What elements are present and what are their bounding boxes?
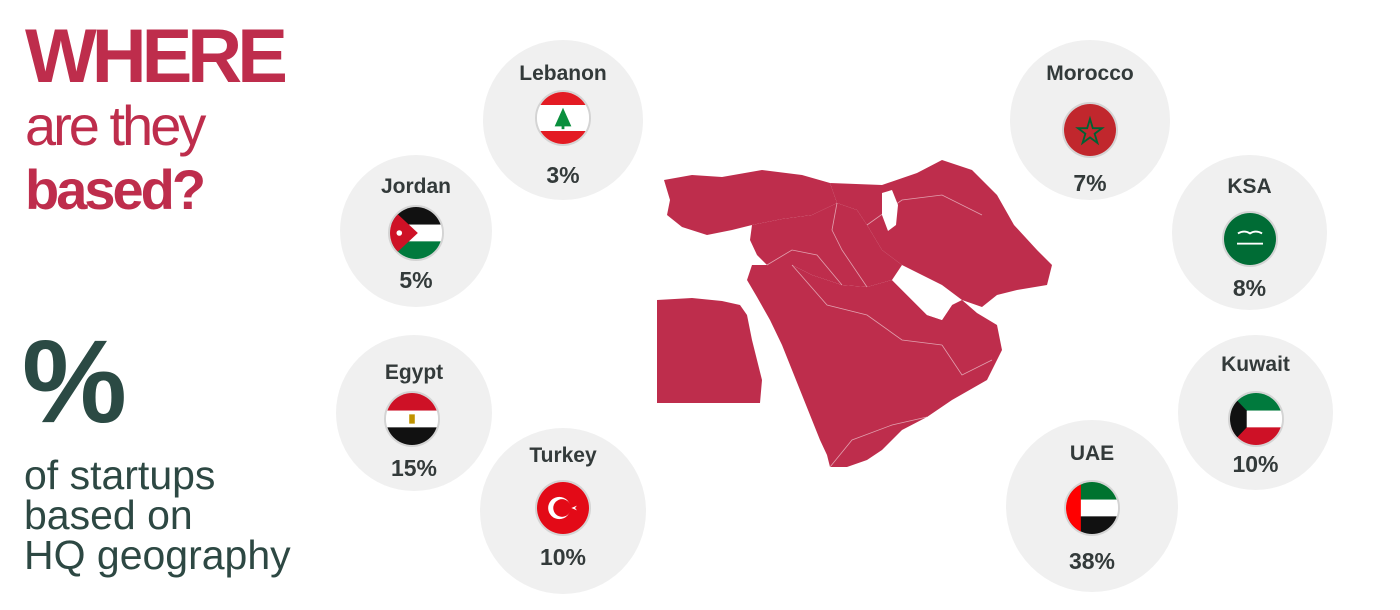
country-name-uae: UAE xyxy=(1069,442,1115,465)
title-where: WHERE xyxy=(25,14,288,99)
country-bubble-lebanon: Lebanon 3% xyxy=(483,40,643,200)
subtitle-line-1: of startups xyxy=(24,452,216,498)
country-bubble-kuwait: Kuwait 10% xyxy=(1178,335,1333,490)
percent-ksa: 8% xyxy=(1232,275,1267,301)
country-bubble-jordan: Jordan 5% xyxy=(340,155,492,307)
percent-morocco: 7% xyxy=(1073,170,1107,196)
title-based: based? xyxy=(25,158,206,221)
subtitle: of startups based on HQ geography xyxy=(24,452,364,578)
country-bubble-morocco: Morocco 7% xyxy=(1010,40,1170,200)
kuwait-flag-icon xyxy=(1228,391,1284,447)
title-are-they: are they xyxy=(25,94,206,157)
turkey-flag-icon xyxy=(535,480,591,536)
morocco-flag-icon xyxy=(1062,102,1118,158)
ksa-flag-icon xyxy=(1222,211,1278,267)
country-bubble-ksa: KSA 8% xyxy=(1172,155,1327,310)
country-bubble-uae: UAE 38% xyxy=(1006,420,1178,592)
country-name-ksa: KSA xyxy=(1227,175,1272,198)
country-name-jordan: Jordan xyxy=(380,175,451,198)
subtitle-line-3: HQ geography xyxy=(24,532,291,578)
jordan-flag-icon xyxy=(388,205,444,261)
middle-east-map xyxy=(657,160,1052,468)
country-name-kuwait: Kuwait xyxy=(1221,353,1290,376)
percent-turkey: 10% xyxy=(539,544,587,570)
egypt-flag-icon xyxy=(384,391,440,447)
percent-kuwait: 10% xyxy=(1232,451,1279,477)
uae-flag-icon xyxy=(1064,480,1120,536)
country-bubble-turkey: Turkey 10% xyxy=(480,428,646,594)
percent-symbol: % xyxy=(22,316,127,448)
percent-jordan: 5% xyxy=(399,267,433,293)
percent-uae: 38% xyxy=(1068,548,1116,574)
country-name-morocco: Morocco xyxy=(1046,62,1134,85)
percent-egypt: 15% xyxy=(390,455,438,481)
percent-lebanon: 3% xyxy=(546,162,580,188)
country-bubble-egypt: Egypt 15% xyxy=(336,335,492,491)
country-name-turkey: Turkey xyxy=(529,444,597,467)
country-name-egypt: Egypt xyxy=(384,361,444,384)
country-name-lebanon: Lebanon xyxy=(519,62,607,85)
subtitle-line-2: based on xyxy=(24,492,193,538)
lebanon-flag-icon xyxy=(535,90,591,146)
